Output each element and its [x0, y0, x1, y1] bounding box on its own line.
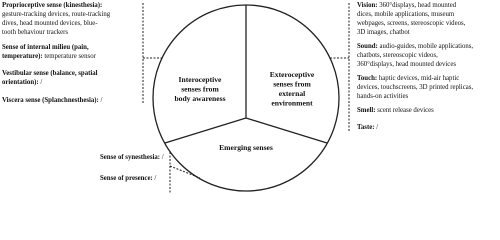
sense-name: Sound:	[357, 43, 378, 50]
sense-devices: /	[375, 124, 379, 131]
right-line: webpages, screens, stereoscopic videos,	[357, 20, 466, 27]
bottom-connector	[169, 152, 201, 194]
sense-devices: scent release devices	[376, 107, 435, 114]
sector-label: Exteroceptive	[270, 70, 315, 79]
sense-devices: webpages, screens, stereoscopic videos,	[357, 20, 466, 27]
right-line: chatbots, stereoscopic videos,	[357, 52, 438, 59]
sense-devices: haptic devices, mid-air haptic	[377, 75, 459, 82]
right-line: 360°displays, head mounted devices	[357, 61, 456, 68]
sense-name: Touch:	[357, 75, 377, 82]
left-connector	[142, 3, 162, 104]
right-line: dices, mobile applications, museum	[357, 11, 455, 18]
right-line: Smell: scent release devices	[357, 107, 434, 114]
sense-devices: /	[153, 175, 157, 182]
bottom-line: Sense of synesthesia: /	[100, 154, 164, 161]
sector-label: Emerging senses	[219, 143, 273, 152]
left-line: temperature): temperature sensor	[2, 53, 97, 60]
right-line: 3D images, chatbot	[357, 29, 410, 36]
sense-devices: /	[160, 154, 164, 161]
right-line: Sound: audio-guides, mobile applications…	[357, 43, 473, 50]
sector-label: body awareness	[174, 94, 225, 103]
right-line: Touch: haptic devices, mid-air haptic	[357, 75, 459, 82]
sense-name: temperature):	[2, 53, 43, 60]
divider	[245, 117, 328, 144]
left-line: Sense of internal milieu (pain,	[2, 44, 89, 51]
left-line: orientation): /	[2, 79, 42, 86]
left-line: dives, head mounted devices, blue-	[2, 20, 98, 27]
sector-label: senses from	[273, 80, 311, 89]
sense-devices: audio-guides, mobile applications,	[378, 43, 474, 50]
sense-name: Taste:	[357, 124, 375, 131]
sector-label: Interoceptive	[179, 75, 223, 84]
sector-label: environment	[271, 99, 313, 108]
sense-name: orientation):	[2, 79, 39, 86]
divider	[164, 117, 247, 144]
sense-name: Vision:	[357, 2, 378, 9]
left-line: Viscera sense (Splanchnesthesia): /	[2, 97, 102, 104]
sector-label: senses from	[181, 85, 219, 94]
sense-devices: gesture-tracking devices, route-tracking	[2, 11, 111, 18]
sense-devices: 3D images, chatbot	[357, 29, 410, 36]
sense-name: Sense of presence:	[100, 175, 153, 182]
sense-devices: hands-on activities	[357, 93, 409, 100]
sector-label: external	[279, 89, 306, 98]
sense-devices: 360°displays, head mounted devices	[357, 61, 456, 68]
sense-devices: temperature sensor	[43, 53, 97, 60]
left-line: Vestibular sense (balance, spatial	[2, 70, 98, 77]
sense-devices: dives, head mounted devices, blue-	[2, 20, 98, 27]
sense-name: Viscera sense (Splanchnesthesia):	[2, 97, 99, 104]
right-connector	[330, 3, 350, 132]
right-line: Taste: /	[357, 124, 378, 131]
left-line: Proprioceptive sense (kinesthesia):	[2, 2, 102, 9]
sense-devices: chatbots, stereoscopic videos,	[357, 52, 438, 59]
sense-name: Vestibular sense (balance, spatial	[2, 70, 98, 77]
right-line: hands-on activities	[357, 93, 409, 100]
sense-devices: /	[99, 97, 103, 104]
sense-name: Smell:	[357, 107, 376, 114]
sense-devices: /	[39, 79, 43, 86]
sense-devices: 360°displays, head mounted	[378, 2, 457, 9]
right-line: devices, touchscreens, 3D printed replic…	[357, 84, 473, 91]
sense-devices: devices, touchscreens, 3D printed replic…	[357, 84, 473, 91]
sense-name: Proprioceptive sense (kinesthesia):	[2, 2, 102, 9]
sense-devices: dices, mobile applications, museum	[357, 11, 455, 18]
sense-name: Sense of synesthesia:	[100, 154, 160, 161]
left-line: gesture-tracking devices, route-tracking	[2, 11, 111, 18]
left-line: tooth behaviour trackers	[2, 29, 68, 36]
right-line: Vision: 360°displays, head mounted	[357, 2, 457, 9]
sense-name: Sense of internal milieu (pain,	[2, 44, 89, 51]
sense-devices: tooth behaviour trackers	[2, 29, 68, 36]
bottom-line: Sense of presence: /	[100, 175, 156, 182]
